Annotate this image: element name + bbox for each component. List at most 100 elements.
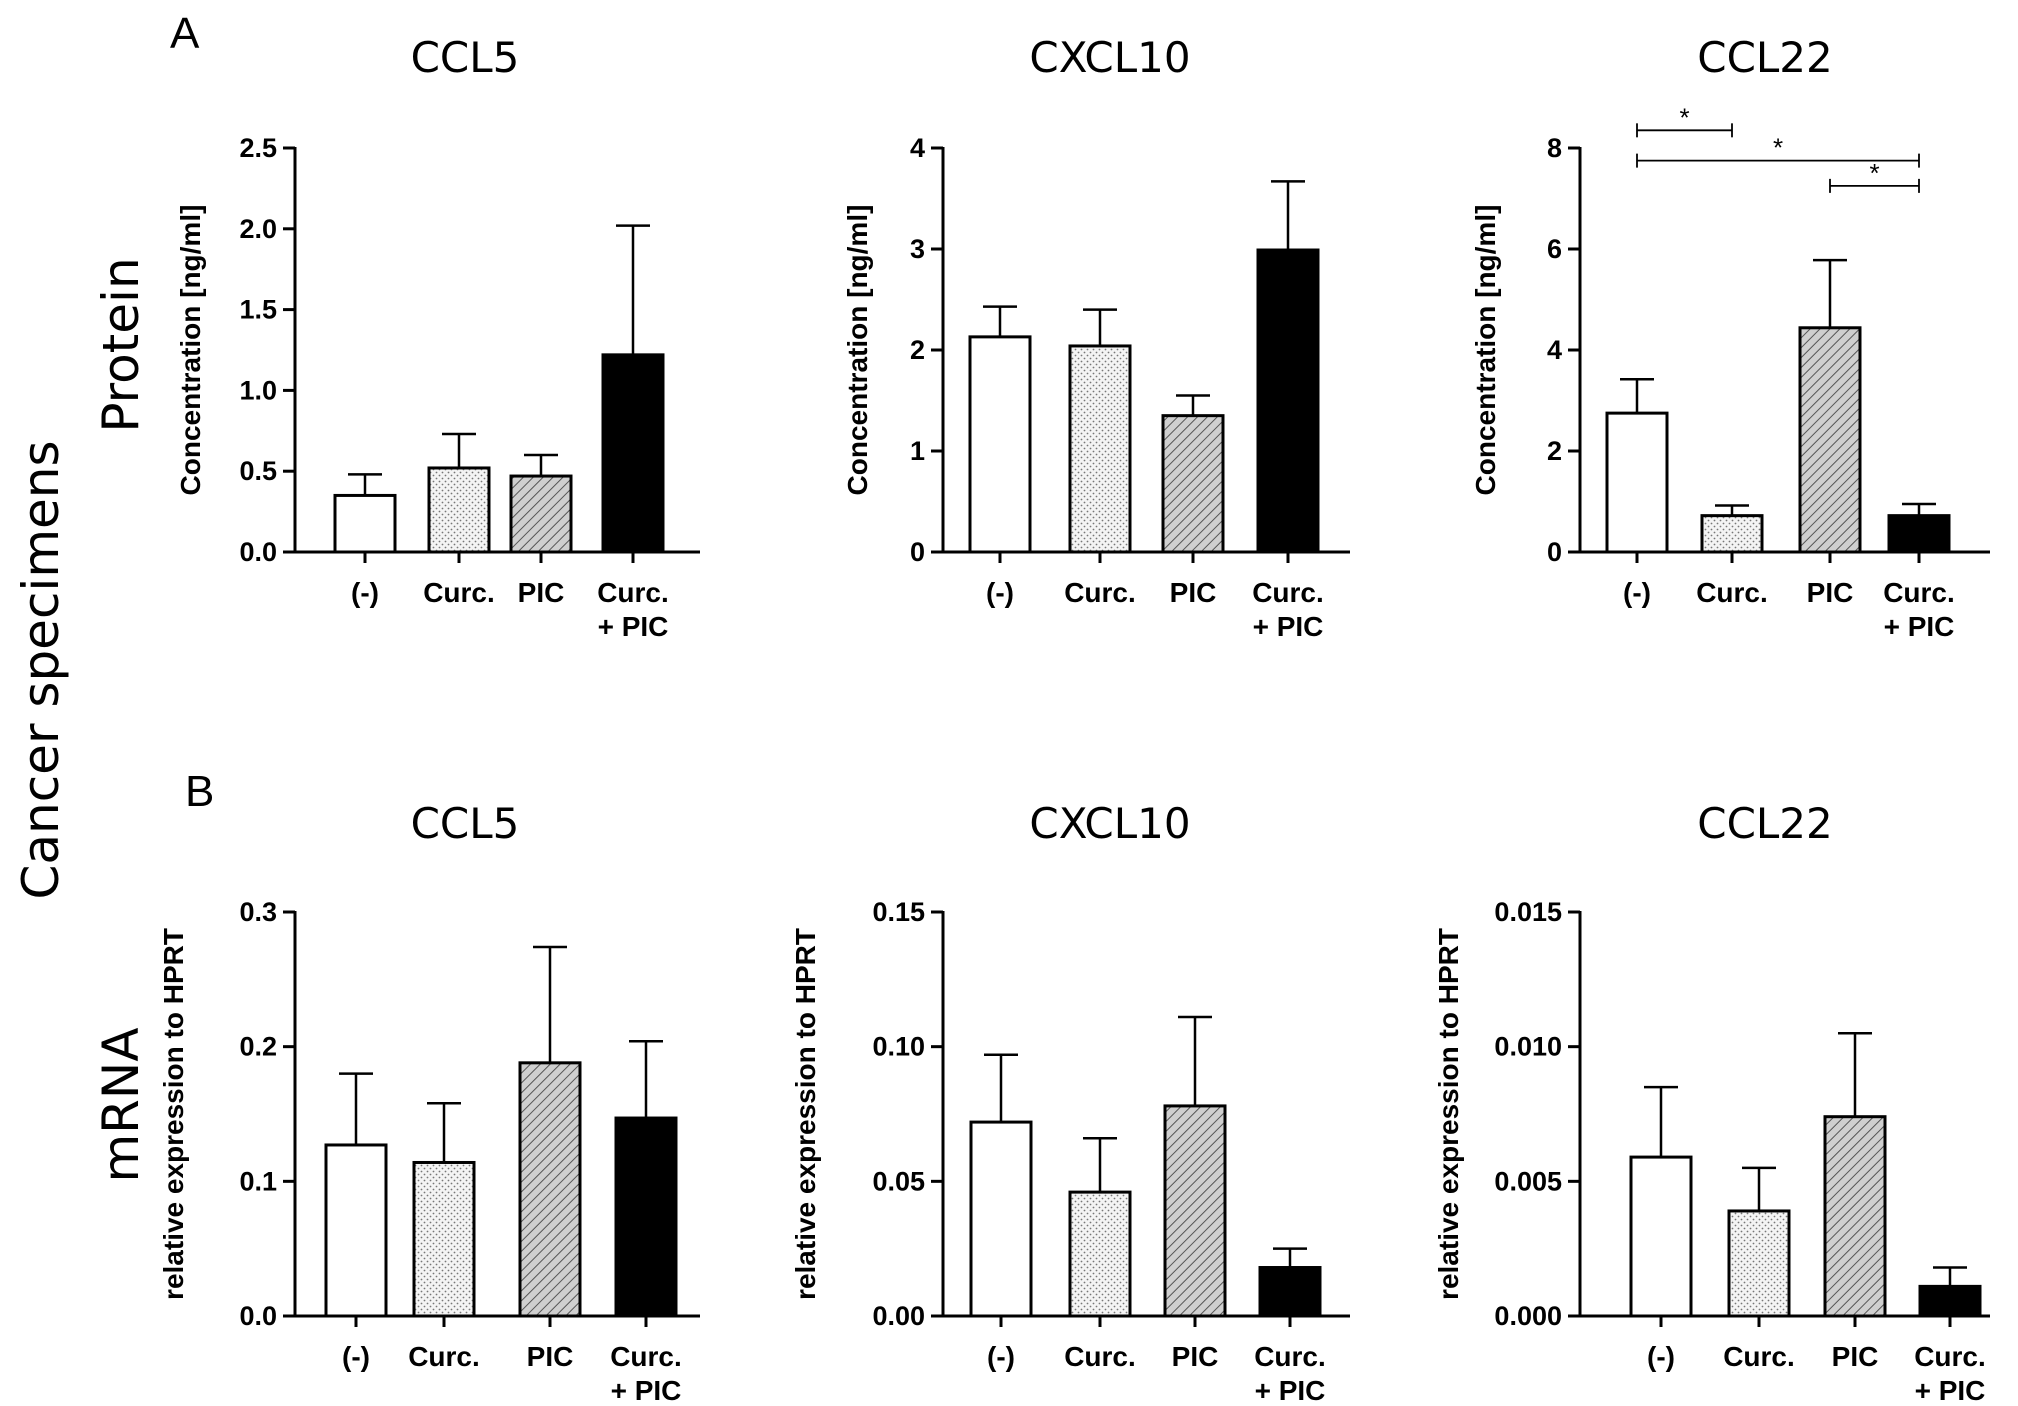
bar — [1798, 326, 1862, 554]
y-tick-label: 0 — [1547, 537, 1562, 567]
category-label: Curc. — [610, 1341, 682, 1372]
bar — [1258, 1266, 1322, 1318]
category-label: PIC — [1807, 577, 1854, 608]
chart-title: CCL5 — [411, 33, 520, 82]
category-label: (-) — [986, 577, 1014, 608]
category-label: Curc. — [1064, 1341, 1136, 1372]
y-axis-label: relative expression to HPRT — [158, 928, 189, 1300]
y-tick-label: 8 — [1547, 133, 1562, 163]
category-label: (-) — [1623, 577, 1651, 608]
y-tick-label: 2.5 — [239, 133, 277, 163]
category-label: + PIC — [598, 611, 669, 642]
y-tick-label: 0.010 — [1494, 1032, 1562, 1062]
row-label-protein: Protein — [92, 257, 150, 432]
category-label: PIC — [1832, 1341, 1879, 1372]
category-label: + PIC — [1884, 611, 1955, 642]
y-tick-label: 0.2 — [239, 1032, 277, 1062]
y-axis-label: Concentration [ng/ml] — [1470, 205, 1501, 496]
category-label: Curc. — [1914, 1341, 1986, 1372]
panel-letter-b: B — [185, 767, 214, 816]
category-label: (-) — [351, 577, 379, 608]
charts-group: CCL5 Concentration [ng/ml] 0.0 0.5 1.0 1.5 2.0… — [158, 33, 1990, 1406]
significance-label: * — [1679, 102, 1689, 132]
chart-title: CCL22 — [1697, 33, 1833, 82]
y-axis-label: relative expression to HPRT — [1433, 928, 1464, 1300]
bar — [968, 335, 1032, 554]
bar — [1068, 1190, 1132, 1318]
category-label: + PIC — [611, 1375, 682, 1406]
chart-title: CCL5 — [411, 799, 520, 848]
y-tick-label: 1 — [910, 436, 925, 466]
y-tick-label: 0.000 — [1494, 1301, 1562, 1331]
y-tick-label: 0.5 — [239, 456, 277, 486]
y-axis-label: Concentration [ng/ml] — [842, 205, 873, 496]
chart-b-ccl5: CCL5 relative expression to HPRT 0.0 0.1 0.2… — [158, 799, 700, 1406]
chart-b-ccl22: CCL22 relative expression to HPRT 0.000 0.0… — [1433, 799, 1990, 1406]
bar — [1161, 414, 1225, 554]
bar — [1629, 1155, 1693, 1318]
category-label: + PIC — [1915, 1375, 1986, 1406]
category-label: PIC — [1172, 1341, 1219, 1372]
y-tick-label: 0.0 — [239, 1301, 277, 1331]
category-label: (-) — [342, 1341, 370, 1372]
y-tick-label: 6 — [1547, 234, 1562, 264]
y-tick-label: 0.1 — [239, 1166, 277, 1196]
y-tick-label: 0.3 — [239, 897, 277, 927]
category-label: Curc. — [1254, 1341, 1326, 1372]
y-tick-label: 0.15 — [872, 897, 925, 927]
bar — [1918, 1284, 1982, 1318]
y-tick-label: 0.00 — [872, 1301, 925, 1331]
row-label-mrna: mRNA — [92, 1027, 150, 1182]
bar — [1163, 1104, 1227, 1318]
chart-a-ccl5: CCL5 Concentration [ng/ml] 0.0 0.5 1.0 1.5 2.0… — [175, 33, 700, 642]
bar — [1068, 344, 1132, 554]
bar — [412, 1160, 476, 1318]
y-tick-label: 3 — [910, 234, 925, 264]
y-axis-label: Concentration [ng/ml] — [175, 205, 206, 496]
category-label: PIC — [527, 1341, 574, 1372]
bar — [1605, 411, 1669, 554]
bar — [518, 1061, 582, 1318]
bar — [333, 493, 397, 554]
y-tick-label: 0.05 — [872, 1166, 925, 1196]
y-tick-label: 2.0 — [239, 214, 277, 244]
bar — [1727, 1209, 1791, 1318]
category-label: Curc. — [1723, 1341, 1795, 1372]
bar — [614, 1116, 678, 1318]
bar — [969, 1120, 1033, 1318]
bar — [1823, 1115, 1887, 1318]
significance-label: * — [1773, 133, 1783, 163]
bar — [1256, 248, 1320, 554]
category-label: + PIC — [1253, 611, 1324, 642]
category-label: (-) — [1647, 1341, 1675, 1372]
category-label: Curc. — [423, 577, 495, 608]
category-label: Curc. — [1252, 577, 1324, 608]
category-label: PIC — [1170, 577, 1217, 608]
chart-title: CCL22 — [1697, 799, 1833, 848]
bar — [324, 1143, 388, 1318]
y-tick-label: 0.005 — [1494, 1166, 1562, 1196]
category-label: + PIC — [1255, 1375, 1326, 1406]
y-tick-label: 4 — [1547, 335, 1562, 365]
chart-title: CXCL10 — [1029, 33, 1190, 82]
category-label: Curc. — [1883, 577, 1955, 608]
panel-letter-a: A — [170, 9, 200, 58]
row-label-cancer-specimens: Cancer specimens — [12, 440, 70, 899]
category-label: Curc. — [597, 577, 669, 608]
y-tick-label: 1.0 — [239, 375, 277, 405]
bar — [1700, 514, 1764, 554]
y-axis-label: relative expression to HPRT — [790, 928, 821, 1300]
chart-a-ccl22: CCL22 Concentration [ng/ml] 0 2 4 6 8 (-) Curc. P… — [1470, 33, 1990, 642]
y-tick-label: 0 — [910, 537, 925, 567]
bar — [509, 474, 573, 554]
y-tick-label: 0.0 — [239, 537, 277, 567]
bar — [601, 353, 665, 554]
chart-title: CXCL10 — [1029, 799, 1190, 848]
chart-a-cxcl10: CXCL10 Concentration [ng/ml] 0 1 2 3 4 (-) Curc.… — [842, 33, 1350, 642]
significance-label: * — [1869, 158, 1879, 188]
y-tick-label: 1.5 — [239, 295, 277, 325]
y-tick-label: 2 — [1547, 436, 1562, 466]
bar — [1887, 514, 1951, 554]
category-label: Curc. — [1064, 577, 1136, 608]
